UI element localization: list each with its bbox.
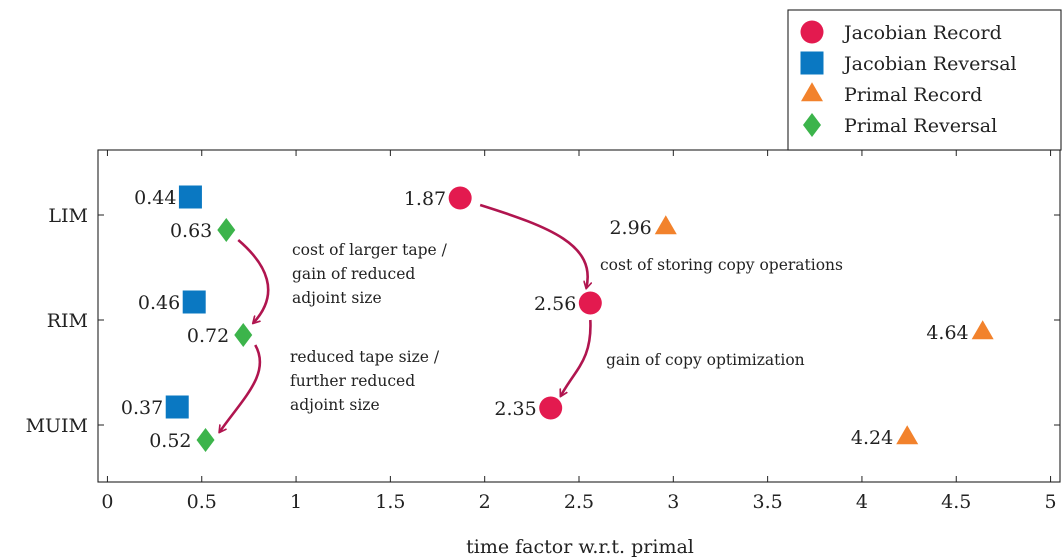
category-label: MUIM [26, 415, 88, 437]
data-point-diamond [234, 323, 253, 347]
legend-box [787, 9, 1062, 151]
legend-entry: Jacobian Record [842, 22, 1002, 44]
annotation-arrow [561, 319, 592, 396]
annotation-text: gain of reduced [292, 265, 415, 283]
x-tick-label: 4 [856, 491, 868, 513]
x-tick-label: 1.5 [375, 491, 405, 513]
data-label: 2.96 [609, 217, 651, 239]
data-point-triangle [896, 425, 919, 445]
data-point-circle [539, 396, 563, 420]
legend-swatch-square [800, 51, 824, 75]
data-point-square [165, 395, 189, 419]
x-tick-label: 2 [479, 491, 491, 513]
data-label: 2.35 [494, 398, 536, 420]
data-label: 0.44 [134, 187, 176, 209]
annotation-arrow [237, 239, 270, 323]
legend-swatch-diamond [803, 113, 821, 137]
data-point-circle [578, 291, 602, 315]
data-label: 0.52 [149, 430, 191, 452]
annotation-text: adjoint size [290, 396, 380, 414]
annotation-arrow [220, 344, 262, 432]
annotation-arrow [479, 203, 588, 288]
x-axis-title: time factor w.r.t. primal [466, 536, 694, 558]
legend-entry: Primal Record [844, 84, 982, 106]
annotation-text: adjoint size [292, 289, 382, 307]
category-label: RIM [47, 310, 88, 332]
data-label: 4.64 [926, 322, 968, 344]
legend-swatch-triangle [801, 82, 823, 102]
legend-swatch-circle [800, 20, 824, 44]
data-point-circle [448, 186, 472, 210]
data-point-diamond [196, 428, 215, 452]
x-tick-label: 5 [1045, 491, 1057, 513]
annotation-text: cost of storing copy operations [600, 256, 843, 274]
x-tick-label: 0 [101, 491, 113, 513]
category-label: LIM [48, 205, 88, 227]
x-tick-label: 2.5 [564, 491, 594, 513]
annotation-text: gain of copy optimization [606, 351, 805, 369]
data-point-square [178, 185, 202, 209]
data-label: 2.56 [534, 293, 576, 315]
data-label: 0.72 [187, 325, 229, 347]
x-tick-label: 4.5 [941, 491, 971, 513]
data-point-diamond [217, 218, 236, 242]
legend: Jacobian Record Jacobian Reversal Primal R… [787, 9, 1062, 151]
data-label: 0.46 [138, 292, 180, 314]
annotation-text: cost of larger tape / [292, 241, 448, 259]
data-label: 0.63 [170, 220, 212, 242]
x-tick-label: 3.5 [753, 491, 783, 513]
x-tick-label: 3 [667, 491, 679, 513]
data-label: 4.24 [851, 427, 893, 449]
x-tick-label: 0.5 [187, 491, 217, 513]
annotation-text: further reduced [290, 372, 415, 390]
legend-entry: Jacobian Reversal [842, 53, 1017, 75]
data-point-square [182, 290, 206, 314]
data-label: 1.87 [404, 188, 446, 210]
data-label: 0.37 [121, 397, 163, 419]
data-point-triangle [654, 215, 677, 235]
x-tick-label: 1 [290, 491, 302, 513]
legend-entry: Primal Reversal [844, 115, 997, 137]
data-point-triangle [971, 320, 994, 340]
annotation-text: reduced tape size / [290, 348, 440, 366]
plot-frame [97, 149, 1061, 483]
